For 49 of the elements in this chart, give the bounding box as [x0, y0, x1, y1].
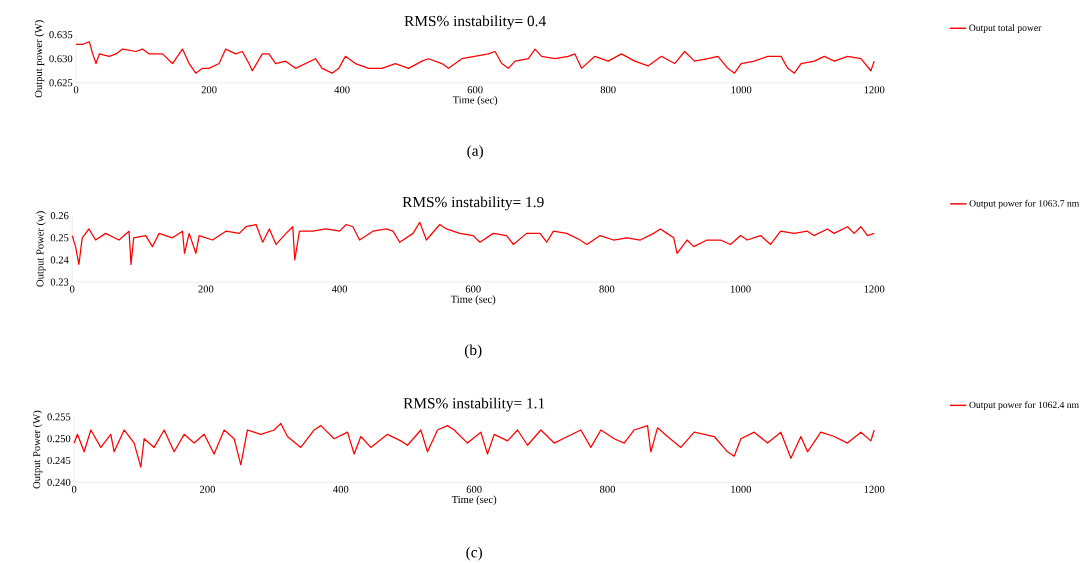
- x-tick-label: 1200: [864, 485, 885, 493]
- y-tick-label: 0.24: [50, 256, 69, 264]
- y-tick-label: 0.26: [50, 212, 69, 220]
- legend-label: Output power for 1062.4 nm: [969, 401, 1079, 411]
- chart-title: RMS% instability= 0.4: [404, 15, 546, 30]
- legend-label: Output total power: [969, 24, 1042, 34]
- x-tick-label: 200: [201, 86, 217, 94]
- x-axis-title: Time (sec): [451, 495, 497, 506]
- legend-label: Output power for 1063.7 nm: [969, 199, 1080, 209]
- y-tick-label: 0.25: [50, 234, 69, 242]
- x-tick-label: 0: [73, 86, 79, 94]
- y-axis-title: Output power (W): [34, 20, 45, 98]
- x-tick-label: 800: [600, 485, 616, 493]
- x-tick-label: 0: [71, 485, 77, 493]
- chart-title: RMS% instability= 1.1: [403, 397, 545, 412]
- x-axis-title: Time (sec): [450, 295, 496, 306]
- text: (b): [464, 344, 482, 359]
- text: (a): [467, 145, 483, 160]
- x-tick-label: 200: [198, 285, 214, 293]
- text: (c): [466, 546, 483, 561]
- x-tick-label: 800: [599, 285, 615, 293]
- x-tick-label: 1000: [730, 285, 751, 293]
- x-tick-label: 1200: [864, 86, 885, 94]
- y-tick-label: 0.250: [47, 435, 71, 443]
- x-tick-label: 600: [467, 86, 483, 94]
- x-axis-title: Time (sec): [452, 96, 498, 106]
- y-tick-label: 0.630: [49, 55, 73, 63]
- y-tick-label: 0.635: [49, 31, 73, 39]
- x-tick-label: 200: [200, 485, 215, 493]
- x-tick-label: 400: [333, 485, 349, 493]
- chart-title: RMS% instability= 1.9: [402, 196, 544, 211]
- x-tick-label: 1000: [731, 485, 752, 493]
- x-tick-label: 0: [69, 285, 75, 293]
- line-series: [71, 221, 875, 266]
- x-tick-label: 400: [334, 86, 350, 94]
- y-tick-label: 0.625: [49, 79, 73, 87]
- x-tick-label: 800: [600, 86, 616, 94]
- x-tick-label: 1000: [731, 86, 752, 94]
- y-tick-label: 0.23: [50, 278, 69, 286]
- line-series: [73, 422, 875, 468]
- y-tick-label: 0.240: [47, 478, 71, 487]
- y-tick-label: 0.255: [47, 413, 71, 421]
- x-tick-label: 600: [466, 485, 482, 493]
- x-tick-label: 400: [331, 285, 348, 293]
- y-tick-label: 0.245: [47, 457, 71, 465]
- y-axis-title: Output Power (w): [36, 211, 46, 287]
- x-tick-label: 600: [465, 285, 481, 293]
- y-axis-title: Output Power (W): [32, 410, 43, 489]
- x-tick-label: 1200: [864, 285, 885, 293]
